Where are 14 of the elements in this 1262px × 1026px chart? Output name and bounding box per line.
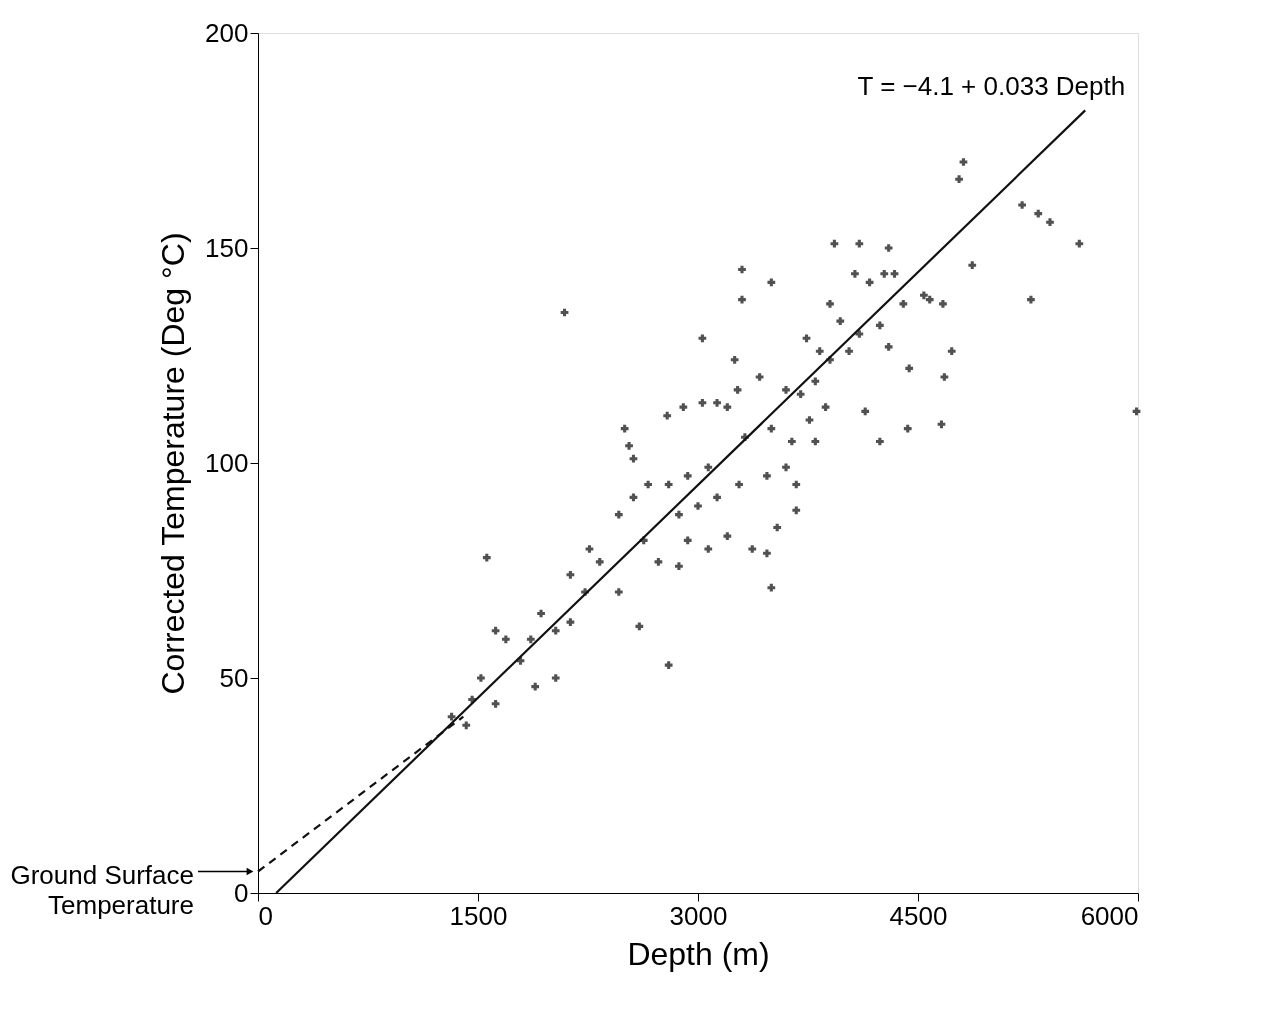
- x-tick-label: 6000: [1080, 900, 1139, 931]
- y-tick-label: 200: [205, 17, 249, 48]
- y-tick-label: 50: [219, 662, 249, 693]
- y-tick-label: 100: [205, 447, 249, 478]
- x-tick-label: 4500: [889, 900, 948, 931]
- series-label: T = −4.1 + 0.033 Depth: [857, 71, 1126, 102]
- y-axis-title: Corrected Temperature (Deg °C): [155, 232, 192, 695]
- x-axis-title: Depth (m): [627, 935, 770, 972]
- x-tick-label: 3000: [669, 900, 728, 931]
- x-tick-label: 1500: [449, 900, 508, 931]
- y-tick-label: 0: [234, 877, 249, 908]
- y-tick-label: 150: [205, 232, 249, 263]
- x-tick-label: 0: [258, 900, 273, 931]
- annotation: Ground Surface Temperature: [10, 859, 194, 920]
